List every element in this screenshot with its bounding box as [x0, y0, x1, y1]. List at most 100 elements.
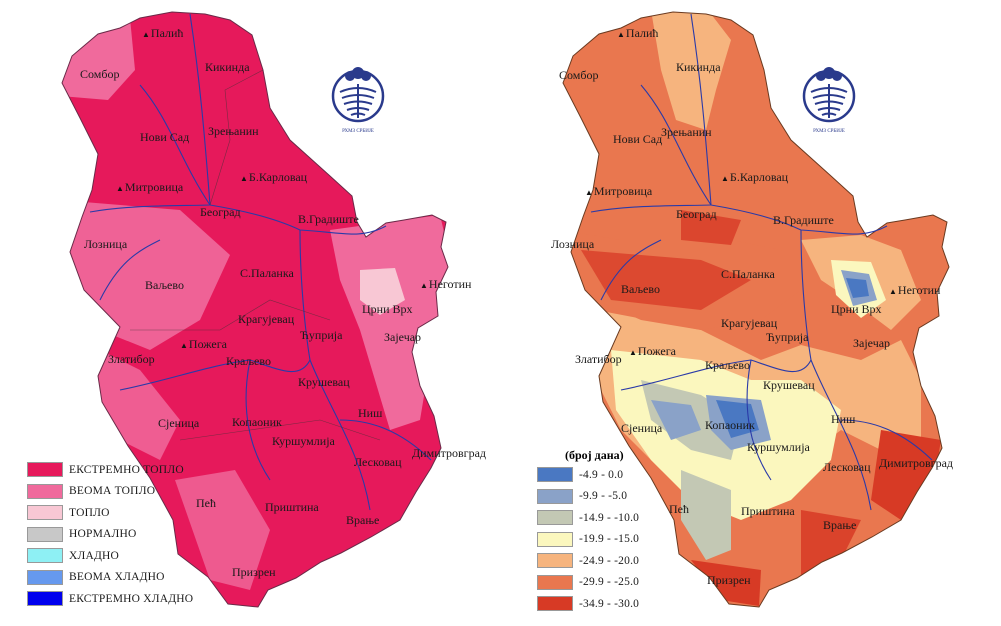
- city-palic-right: ▲Палић: [617, 26, 659, 40]
- city-v-gradiste-right: В.Градиште: [773, 213, 834, 227]
- city-zlatibor: Златибор: [108, 352, 155, 366]
- right-legend-label: -4.9 - 0.0: [579, 468, 624, 481]
- left-legend-item: ВЕОМА ХЛАДНО: [27, 567, 193, 589]
- city-sjenica-right: Сјеница: [621, 421, 663, 435]
- right-legend-label: -9.9 - -5.0: [579, 490, 628, 503]
- class-9-5-area-sjenica: [651, 400, 701, 440]
- city-kragujevac: Крагујевац: [238, 312, 295, 326]
- city-loznica-right: Лозница: [551, 237, 595, 251]
- city-sombor-right: Сомбор: [559, 68, 599, 82]
- city-leskovac: Лесковац: [354, 455, 402, 469]
- city-palic: ▲Палић: [142, 26, 184, 40]
- right-map-svg: [562, 11, 950, 608]
- city-dimitrovgrad-right: Димитровград: [879, 456, 954, 470]
- city-kikinda: Кикинда: [205, 60, 250, 74]
- left-legend-item: ХЛАДНО: [27, 545, 193, 567]
- city-zrenjanin-right: Зрењанин: [661, 125, 712, 139]
- class-34-30-area-west: [581, 250, 751, 310]
- right-legend-title: (број дана): [565, 448, 624, 462]
- left-legend-item: НОРМАЛНО: [27, 524, 193, 546]
- city-krusevac-right: Крушевац: [763, 378, 815, 392]
- left-legend-swatch: [27, 483, 63, 499]
- city-kursumlija: Куршумлија: [272, 434, 335, 448]
- district-borders: [130, 69, 381, 441]
- left-legend-item: ВЕОМА ТОПЛО: [27, 481, 193, 503]
- city-loznica: Лозница: [84, 237, 128, 251]
- right-legend-label: -24.9 - -20.0: [579, 554, 640, 567]
- left-legend-swatch: [27, 569, 63, 585]
- city-vranje-right: Врање: [823, 518, 857, 532]
- very-warm-area-east: [330, 215, 448, 430]
- right-legend-swatch: [537, 488, 573, 504]
- city-sr-mitrovica: ▲Митровица: [116, 180, 184, 194]
- left-legend-swatch: [27, 462, 63, 478]
- left-map-panel: ▲Палић Сомбор Кикинда Зрењанин Нови Сад …: [0, 0, 500, 626]
- city-pec-right: Пећ: [669, 502, 689, 516]
- rhmz-logo-icon-right: [802, 67, 856, 123]
- city-dimitrovgrad: Димитровград: [412, 446, 487, 460]
- left-legend-label: ЕКСТРЕМНО ТОПЛО: [69, 463, 184, 476]
- rhmz-logo-right: РХМЗ СРБИЈЕ: [801, 64, 857, 134]
- left-legend-swatch: [27, 505, 63, 521]
- right-legend-item: -29.9 - -25.0: [537, 572, 639, 594]
- left-legend-item: ЕКСТРЕМНО ТОПЛО: [27, 459, 193, 481]
- city-crni-vrh-right: Црни Врх: [831, 302, 882, 316]
- city-kraljevo: Краљево: [226, 354, 271, 368]
- city-beograd-right: Београд: [676, 207, 717, 221]
- city-v-gradiste: В.Градиште: [298, 212, 359, 226]
- right-legend-swatch: [537, 531, 573, 547]
- right-legend-item: -4.9 - 0.0: [537, 464, 639, 486]
- city-novi-sad: Нови Сад: [140, 130, 190, 144]
- right-legend-label: -29.9 - -25.0: [579, 576, 640, 589]
- right-map-panel: ▲Палић Сомбор Кикинда Зрењанин Нови Сад …: [501, 0, 1001, 626]
- left-legend-label: НОРМАЛНО: [69, 528, 137, 541]
- rhmz-logo-icon: [331, 67, 385, 123]
- right-legend-item: -19.9 - -15.0: [537, 529, 639, 551]
- city-pec: Пећ: [196, 496, 216, 510]
- city-pozega-right: ▲Пожега: [629, 344, 676, 358]
- right-legend: (број дана) -4.9 - 0.0 -9.9 - -5.0 -14.9 -…: [537, 448, 639, 615]
- class-4-0-area-crni-vrh: [846, 278, 869, 298]
- left-legend-label: ЕКСТРЕМНО ХЛАДНО: [69, 592, 194, 605]
- right-legend-label: -34.9 - -30.0: [579, 597, 640, 610]
- right-legend-swatch: [537, 596, 573, 612]
- city-leskovac-right: Лесковац: [823, 460, 871, 474]
- left-legend-label: ТОПЛО: [69, 506, 110, 519]
- right-legend-swatch: [537, 574, 573, 590]
- right-legend-item: -24.9 - -20.0: [537, 550, 639, 572]
- left-legend-swatch: [27, 526, 63, 542]
- class-34-30-area-beograd: [681, 210, 741, 245]
- city-novi-sad-right: Нови Сад: [613, 132, 663, 146]
- city-krusevac: Крушевац: [298, 375, 350, 389]
- city-s-palanka-right: С.Паланка: [721, 267, 775, 281]
- city-beograd: Београд: [200, 205, 241, 219]
- right-legend-swatch: [537, 510, 573, 526]
- left-legend-label: ХЛАДНО: [69, 549, 120, 562]
- city-kraljevo-right: Краљево: [705, 358, 750, 372]
- rivers-right: [590, 13, 933, 511]
- city-zajecar: Зајечар: [384, 330, 422, 344]
- city-kopaonik: Копаоник: [232, 415, 282, 429]
- city-pristina: Приштина: [265, 500, 319, 514]
- rhmz-logo: РХМЗ СРБИЈЕ: [330, 64, 386, 134]
- left-legend-swatch: [27, 548, 63, 564]
- class-34-30-area-prizren: [691, 560, 761, 606]
- city-crni-vrh: Црни Врх: [362, 302, 413, 316]
- city-cuprija: Ћуприја: [300, 328, 343, 342]
- city-nis: Ниш: [358, 406, 383, 420]
- logo-caption: РХМЗ СРБИЈЕ: [342, 129, 374, 134]
- right-legend-swatch: [537, 553, 573, 569]
- class-34-30-area-vranje: [801, 510, 861, 575]
- left-legend: ЕКСТРЕМНО ТОПЛО ВЕОМА ТОПЛО ТОПЛО НОРМАЛНО Х…: [27, 459, 193, 610]
- right-legend-item: -34.9 - -30.0: [537, 593, 639, 615]
- city-b-karlovac: ▲Б.Карловац: [240, 170, 308, 184]
- city-zajecar-right: Зајечар: [853, 336, 891, 350]
- city-sr-mitrovica-right: ▲Митровица: [585, 184, 653, 198]
- city-sjenica: Сјеница: [158, 416, 200, 430]
- city-s-palanka: С.Паланка: [240, 266, 294, 280]
- city-kursumlija-right: Куршумлија: [747, 440, 810, 454]
- left-legend-swatch: [27, 591, 63, 607]
- left-legend-label: ВЕОМА ХЛАДНО: [69, 571, 165, 584]
- right-legend-swatch: [537, 467, 573, 483]
- class-4-0-area-kopaonik: [716, 400, 759, 438]
